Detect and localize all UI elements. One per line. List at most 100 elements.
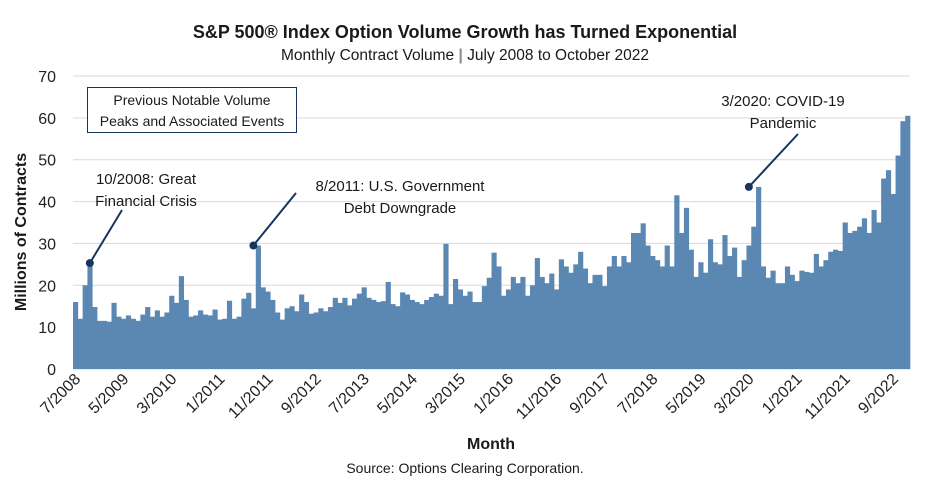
bar [318,308,324,369]
bar [111,302,117,369]
bar [751,226,757,369]
bar [890,194,896,369]
bar [606,266,613,369]
bar [453,279,459,369]
x-tick-label: 9/2012 [278,371,325,418]
bar [303,302,310,369]
bar [780,283,786,369]
bar [674,195,680,369]
bar [390,304,396,369]
bar [582,268,589,369]
bar [881,178,887,369]
bar [655,260,661,369]
annotations: 10/2008: Great Financial Crisis 8/2011: U.… [85,93,845,268]
bar [799,270,805,369]
bar [659,266,666,369]
chart-title: S&P 500® Index Option Volume Growth has … [192,22,738,42]
bar [520,276,526,369]
bar [650,255,656,369]
bar [414,302,420,369]
bar [289,306,295,369]
bar [707,239,714,369]
bar [82,285,88,369]
bar [467,291,473,369]
bar [337,302,343,369]
annotation-text-line2: Debt Downgrade [344,200,457,217]
x-tick-label: 5/2009 [86,371,133,418]
bar [597,274,603,369]
bar [217,319,223,369]
bar [121,318,127,369]
x-tick-label: 7/2008 [38,371,85,418]
bar [794,281,800,369]
bar [231,318,237,369]
bar [246,292,252,369]
bar [125,315,132,369]
bar [448,304,454,369]
bar [866,232,872,369]
bar [746,245,752,369]
bar [515,283,521,369]
bar [837,250,844,369]
bar [693,276,699,369]
bar [525,295,531,369]
bar [784,266,791,369]
bar [717,264,723,369]
bar [250,308,257,369]
annotation-text-line1: 8/2011: U.S. Government [316,178,486,195]
bar [852,230,858,369]
chart-subtitle: Monthly Contract Volume | July 2008 to O… [0,47,930,65]
bar [149,316,156,369]
bar [631,232,637,369]
bar [174,302,180,369]
bar [433,293,439,369]
annotation-text-line2: Financial Crisis [95,193,197,210]
x-tick-label: 1/2021 [759,371,806,418]
subtitle-right: July 2008 to October 2022 [467,47,649,64]
bar [861,218,868,369]
y-tick-label: 50 [38,153,56,170]
annotation-marker [744,182,753,191]
bar [97,320,103,369]
bar [294,311,300,369]
subtitle-left: Monthly Contract Volume [281,47,455,64]
bar [611,255,617,369]
bar [765,277,771,369]
bar [876,222,882,369]
bar [236,316,242,369]
bar [558,259,565,369]
bar [101,320,108,369]
bar [587,283,593,369]
bar [361,287,367,369]
annotation-marker [249,241,258,250]
bar [828,251,834,369]
y-tick-label: 20 [38,278,56,295]
bar [679,232,685,369]
bar [905,115,911,369]
bar [621,255,627,369]
bar [563,266,569,369]
bar [626,262,632,369]
bar [419,304,425,369]
bar [554,289,560,369]
bar [400,292,406,369]
y-tick-label: 60 [38,111,56,128]
bar [212,309,218,369]
bar [159,316,165,369]
bar [732,247,738,369]
bar [741,260,747,369]
x-tick-label: 1/2016 [471,371,518,418]
y-tick-label: 0 [47,362,56,379]
bar [130,318,136,369]
bar [712,262,718,369]
x-axis-label: Month [467,436,515,453]
bar [366,297,372,369]
bar [505,289,512,369]
bar [279,319,286,369]
bar [669,266,675,369]
bar [241,298,247,369]
bar [92,307,98,369]
bar [703,272,709,369]
bar [178,276,184,369]
y-tick-label: 40 [38,195,56,212]
